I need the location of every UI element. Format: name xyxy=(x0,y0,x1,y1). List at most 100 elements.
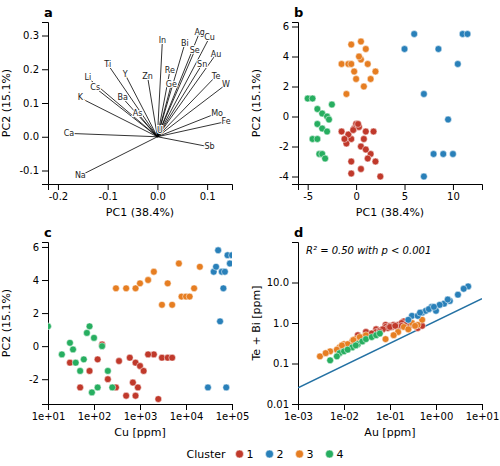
plot-area xyxy=(298,283,482,388)
y-axis-line xyxy=(292,23,299,185)
point xyxy=(137,280,144,287)
legend-marker xyxy=(236,450,244,458)
point xyxy=(126,354,133,361)
loading-vector xyxy=(69,133,158,136)
point xyxy=(372,68,379,75)
tick: 1e+01 xyxy=(466,404,500,422)
point xyxy=(420,173,427,180)
point xyxy=(175,260,182,267)
point xyxy=(405,316,412,323)
point xyxy=(350,127,357,134)
y-axis: 0.010.11.010.0 xyxy=(267,243,299,410)
x-axis: -0.2-0.10.00.1 xyxy=(49,184,233,202)
panel-label: d xyxy=(294,225,303,240)
tick: 0.3 xyxy=(23,30,48,41)
tick: 1e+03 xyxy=(124,404,158,422)
tick-mark xyxy=(157,184,158,190)
point-label: As xyxy=(133,109,143,118)
point-label: W xyxy=(222,80,230,89)
tick-mark xyxy=(308,184,309,190)
loading-vector xyxy=(80,137,157,176)
point xyxy=(390,332,397,339)
point xyxy=(392,322,399,329)
point xyxy=(159,301,166,308)
tick-mark xyxy=(344,404,345,410)
point xyxy=(145,277,152,284)
loading-vector xyxy=(157,76,216,137)
point xyxy=(348,41,355,48)
legend-marker xyxy=(326,450,334,458)
tick-mark xyxy=(292,27,298,28)
legend-item: 4 xyxy=(326,448,344,461)
series xyxy=(205,247,232,391)
tick-label: 0.1 xyxy=(200,191,216,202)
tick-label: 0.3 xyxy=(23,30,39,41)
point xyxy=(129,379,136,386)
point-layer xyxy=(317,283,472,364)
point-label: Cu xyxy=(204,33,215,42)
tick-label: 4 xyxy=(33,275,39,286)
x-axis-line xyxy=(49,185,233,191)
loading-vector xyxy=(157,64,202,137)
x-axis-title: PC1 (38.4%) xyxy=(356,206,424,219)
tick-label: 0.2 xyxy=(23,64,39,75)
point xyxy=(364,155,371,162)
tick-mark xyxy=(140,404,141,410)
plot-area xyxy=(69,32,226,175)
tick-label: 0 xyxy=(283,111,289,122)
tick-label: 1e+04 xyxy=(170,411,204,422)
line-layer xyxy=(298,299,482,388)
tick: -4 xyxy=(279,171,298,182)
point xyxy=(80,356,87,363)
tick-label: 1e-01 xyxy=(376,411,405,422)
point xyxy=(450,151,457,158)
point-label: U xyxy=(157,126,163,135)
tick: 1e+02 xyxy=(78,404,112,422)
point xyxy=(430,151,437,158)
tick: 0 xyxy=(283,111,298,122)
loading-vector xyxy=(157,84,226,136)
tick: 6 xyxy=(283,21,298,32)
tick-label: 4 xyxy=(283,51,289,62)
plot-area xyxy=(48,247,232,403)
point-label: Ti xyxy=(103,60,111,69)
point xyxy=(83,330,90,337)
point-label: In xyxy=(159,36,166,45)
point xyxy=(358,38,365,45)
annotation: R² = 0.50 with p < 0.001 xyxy=(306,245,431,256)
tick-label: 0.01 xyxy=(267,399,289,410)
tick-mark xyxy=(42,247,48,248)
loading-vector xyxy=(125,74,157,136)
point xyxy=(444,296,451,303)
tick-label: 1e+05 xyxy=(216,411,250,422)
series xyxy=(327,330,383,364)
point xyxy=(314,136,321,143)
point xyxy=(370,128,377,135)
tick-label: 0.1 xyxy=(273,358,289,369)
x-axis-title: Cu [ppm] xyxy=(114,426,165,439)
tick-label: 1e-02 xyxy=(330,411,359,422)
point xyxy=(344,346,351,353)
point-label: Sb xyxy=(205,142,215,151)
series xyxy=(317,316,426,359)
point xyxy=(364,61,371,68)
legend-marker xyxy=(266,450,274,458)
tick-mark xyxy=(292,57,298,58)
point xyxy=(348,61,355,68)
plot-area xyxy=(304,31,471,180)
tick-mark xyxy=(292,364,298,365)
point xyxy=(343,91,350,98)
legend-title: Cluster xyxy=(186,448,226,461)
point-label: Au xyxy=(211,50,222,59)
point xyxy=(445,116,452,123)
point xyxy=(94,384,101,391)
tick: 6 xyxy=(33,242,48,253)
point xyxy=(86,323,93,330)
point xyxy=(70,346,77,353)
tick-label: 0.1 xyxy=(23,98,39,109)
tick: 0 xyxy=(33,341,48,352)
tick-mark xyxy=(42,171,48,172)
point xyxy=(213,263,220,270)
point xyxy=(104,376,111,383)
point xyxy=(113,285,120,292)
